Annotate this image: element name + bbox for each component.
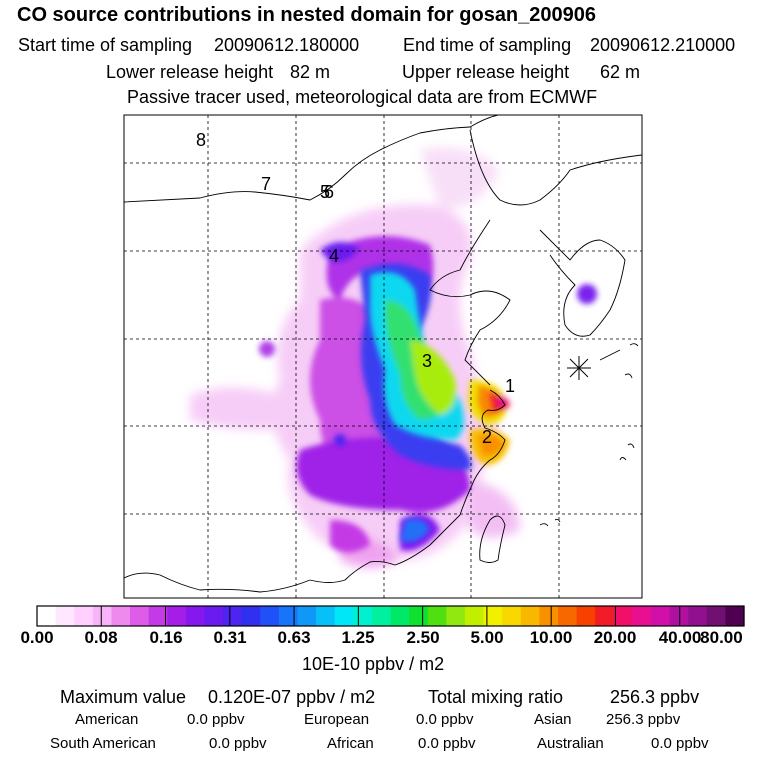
lower-release-label: Lower release height — [106, 62, 274, 82]
colorbar-swatch — [613, 606, 633, 626]
colorbar-swatch — [316, 606, 336, 626]
colorbar-swatch — [204, 606, 224, 626]
region-value-asian: 256.3 ppbv — [606, 711, 681, 728]
colorbar-swatch — [520, 606, 540, 626]
region-value-australian: 0.0 ppbv — [651, 735, 709, 752]
graticule — [124, 115, 642, 598]
region-name-australian: Australian — [537, 735, 604, 752]
colorbar-swatch — [278, 606, 299, 626]
region-value-european: 0.0 ppbv — [416, 711, 474, 728]
colorbar-swatch — [167, 606, 187, 626]
colorbar-swatch — [37, 606, 57, 626]
colorbar-tick-label: 5.00 — [470, 628, 504, 647]
colorbar-swatch — [353, 606, 373, 626]
trajectory-label-6: 6 — [324, 182, 334, 202]
colorbar-swatch — [185, 606, 206, 626]
trajectory-label-7: 7 — [261, 174, 271, 194]
colorbar-frame — [36, 605, 745, 627]
colorbar-swatch — [334, 606, 354, 626]
colorbar-tick-label: 0.08 — [84, 628, 118, 647]
colorbar-swatch — [464, 606, 485, 626]
colorbar-swatch — [557, 606, 578, 626]
end-time-value: 20090612.210000 — [590, 35, 736, 55]
region-name-african: African — [327, 735, 374, 752]
colorbar-swatch — [595, 606, 615, 626]
colorbar-swatch — [148, 606, 168, 626]
colorbar-swatch — [111, 606, 131, 626]
colorbar-tick-label: 20.00 — [593, 628, 637, 647]
colorbar — [37, 606, 745, 626]
end-time-label: End time of sampling — [403, 35, 572, 55]
colorbar-swatch — [241, 606, 261, 626]
map-frame — [123, 114, 643, 599]
trajectory-label-3: 3 — [422, 351, 432, 371]
region-name-european: European — [304, 711, 370, 728]
colorbar-swatch — [371, 606, 392, 626]
colorbar-swatch — [409, 606, 429, 626]
colorbar-tick-label: 1.25 — [341, 628, 375, 647]
colorbar-tick-label: 0.63 — [277, 628, 311, 647]
colorbar-swatch — [92, 606, 113, 626]
colorbar-swatch — [297, 606, 317, 626]
colorbar-swatch — [427, 606, 447, 626]
trajectory-label-8: 8 — [196, 130, 206, 150]
colorbar-tick-label: 40.00 — [658, 628, 702, 647]
tracer-note: Passive tracer used, meteorological data… — [127, 87, 598, 107]
colorbar-swatch — [390, 606, 410, 626]
colorbar-unit: 10E-10 ppbv / m2 — [302, 654, 445, 674]
colorbar-tick-label: 2.50 — [406, 628, 440, 647]
colorbar-swatch — [539, 606, 559, 626]
colorbar-swatch — [725, 606, 745, 626]
colorbar-tick-label: 0.16 — [149, 628, 183, 647]
colorbar-tick-label: 80.00 — [700, 628, 743, 647]
trajectory-label-group: 1 2 3 4 5 6 7 8 — [196, 130, 515, 447]
colorbar-swatch — [483, 606, 503, 626]
upper-release-value: 62 m — [600, 62, 641, 82]
colorbar-swatch — [55, 606, 75, 626]
region-value-african: 0.0 ppbv — [418, 735, 476, 752]
region-name-south-american: South American — [50, 735, 156, 752]
concentration-field — [190, 147, 597, 568]
region-name-asian: Asian — [534, 711, 572, 728]
colorbar-swatch — [260, 606, 280, 626]
max-value-label: Maximum value — [60, 687, 187, 707]
colorbar-swatch — [576, 606, 596, 626]
colorbar-swatch — [632, 606, 652, 626]
colorbar-swatch — [688, 606, 708, 626]
colorbar-tick-label: 0.00 — [20, 628, 54, 647]
trajectory-label-1: 1 — [505, 376, 515, 396]
plot-title: CO source contributions in nested domain… — [17, 4, 597, 26]
region-value-american: 0.0 ppbv — [187, 711, 245, 728]
region-name-american: American — [75, 711, 139, 728]
coastlines — [124, 115, 642, 593]
colorbar-swatch — [502, 606, 522, 626]
trajectory-label-2: 2 — [482, 427, 492, 447]
start-time-label: Start time of sampling — [18, 35, 193, 55]
colorbar-swatch — [669, 606, 689, 626]
colorbar-swatch — [650, 606, 671, 626]
trajectory-label-4: 4 — [329, 246, 339, 266]
colorbar-swatch — [130, 606, 150, 626]
total-mixing-value: 256.3 ppbv — [610, 687, 700, 707]
colorbar-tick-label: 0.31 — [213, 628, 247, 647]
colorbar-swatch — [74, 606, 94, 626]
receptor-star-icon — [567, 356, 591, 380]
colorbar-swatch — [706, 606, 726, 626]
total-mixing-label: Total mixing ratio — [428, 687, 564, 707]
region-value-south-american: 0.0 ppbv — [209, 735, 267, 752]
upper-release-label: Upper release height — [402, 62, 570, 82]
start-time-value: 20090612.180000 — [214, 35, 360, 55]
trajectory-label-5: 5 — [320, 182, 330, 202]
max-value: 0.120E-07 ppbv / m2 — [208, 687, 376, 707]
colorbar-tick-label: 10.00 — [529, 628, 573, 647]
lower-release-value: 82 m — [290, 62, 331, 82]
colorbar-swatch — [223, 606, 243, 626]
colorbar-swatch — [446, 606, 466, 626]
